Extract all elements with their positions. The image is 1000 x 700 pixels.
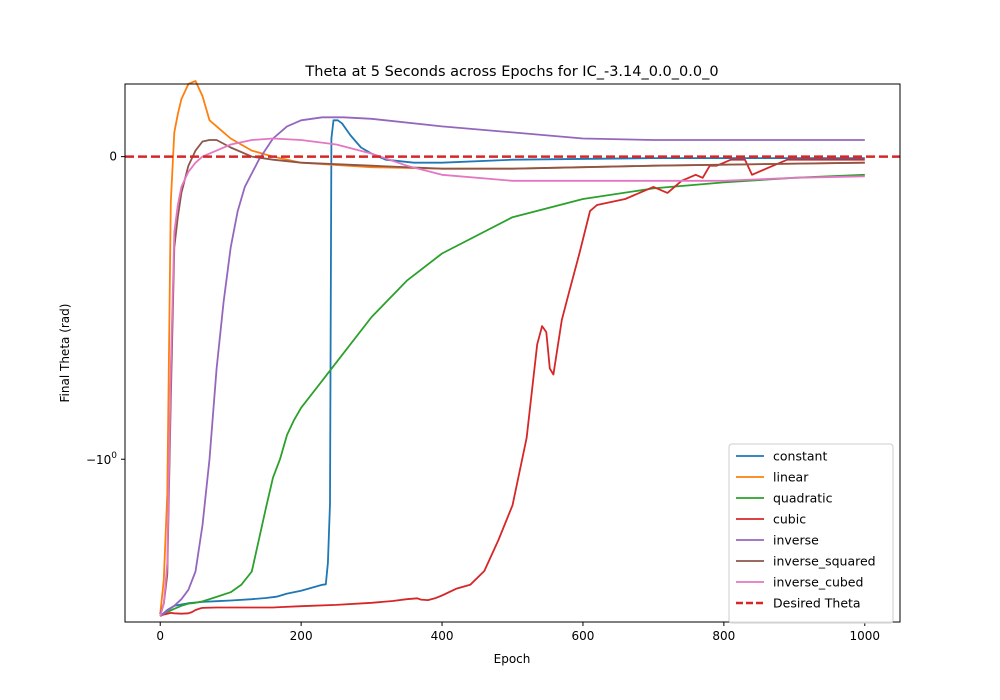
x-tick-label: 200 [290, 629, 313, 643]
legend-label-linear: linear [773, 470, 809, 485]
x-tick-label: 0 [156, 629, 164, 643]
x-tick-label: 400 [431, 629, 454, 643]
y-axis-label: Final Theta (rad) [58, 304, 72, 403]
chart-title: Theta at 5 Seconds across Epochs for IC_… [304, 64, 718, 80]
legend-label-Desired Theta: Desired Theta [773, 596, 861, 611]
x-tick-label: 800 [712, 629, 735, 643]
plot-frame [124, 83, 901, 623]
y-tick-label: −100 [86, 451, 117, 467]
series-inverse [159, 116, 865, 617]
legend-label-inverse: inverse [773, 533, 819, 548]
x-tick-label: 600 [572, 629, 595, 643]
series-layer [159, 80, 865, 617]
x-axis-ticks: 0 200 400 600 800 1000 [156, 622, 880, 643]
legend-label-inverse_cubed: inverse_cubed [773, 575, 863, 590]
series-cubic [159, 158, 865, 617]
y-tick-label: 0 [109, 150, 117, 164]
series-inverse_cubed [159, 137, 865, 617]
legend-label-cubic: cubic [773, 512, 806, 527]
series-quadratic [159, 173, 865, 617]
legend-box [728, 443, 894, 624]
legend-label-quadratic: quadratic [773, 491, 833, 506]
legend-label-constant: constant [773, 449, 827, 464]
legend: constant linear quadratic cubic inverse inver… [728, 443, 894, 624]
x-axis-label: Epoch [494, 652, 531, 666]
y-axis-ticks: 0 −100 [86, 150, 125, 467]
legend-label-inverse_squared: inverse_squared [773, 554, 876, 569]
x-tick-label: 1000 [849, 629, 880, 643]
